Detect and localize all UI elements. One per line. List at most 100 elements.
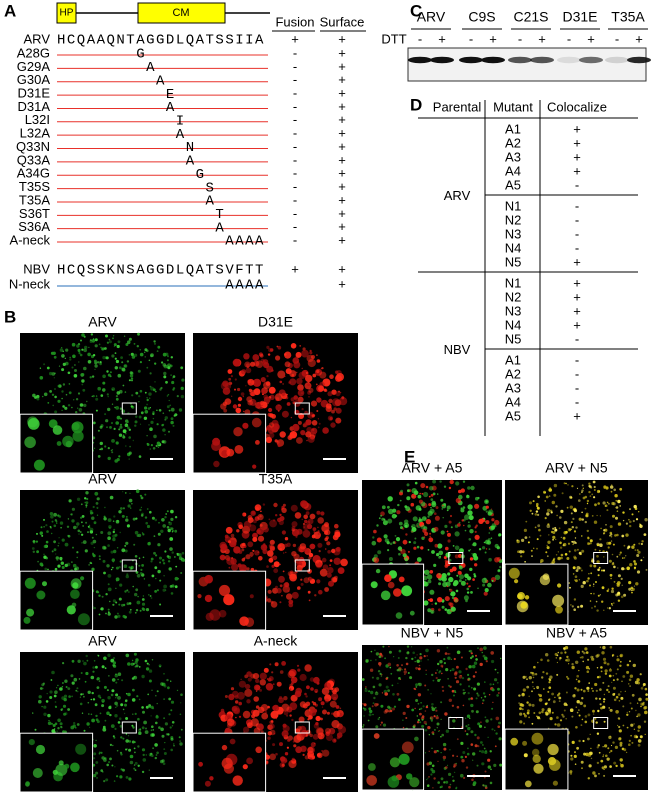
lane-label: ARV: [417, 9, 446, 25]
puncta: [594, 682, 598, 687]
puncta: [470, 485, 475, 491]
puncta: [149, 372, 152, 375]
puncta: [41, 705, 43, 708]
puncta: [111, 678, 116, 682]
puncta: [156, 423, 159, 426]
puncta: [89, 726, 91, 729]
puncta: [103, 571, 106, 575]
puncta: [477, 496, 480, 500]
puncta: [71, 561, 73, 563]
puncta: [287, 590, 290, 593]
puncta: [284, 361, 291, 368]
puncta: [637, 681, 641, 685]
puncta: [323, 388, 327, 392]
puncta: [224, 383, 232, 390]
puncta: [604, 505, 607, 507]
puncta: [324, 698, 329, 703]
row-name: A28G: [17, 45, 50, 60]
puncta: [125, 776, 129, 779]
puncta: [290, 343, 297, 349]
puncta: [62, 350, 64, 352]
puncta: [332, 689, 337, 695]
puncta: [93, 757, 96, 760]
puncta: [119, 425, 123, 429]
puncta: [556, 514, 558, 517]
puncta: [136, 574, 141, 578]
fusion: -: [293, 126, 297, 141]
puncta: [269, 663, 272, 666]
puncta: [425, 669, 427, 671]
puncta: [76, 344, 80, 348]
puncta: [310, 427, 318, 435]
puncta: [151, 707, 155, 710]
puncta: [131, 698, 136, 702]
puncta: [622, 724, 625, 727]
puncta: [398, 649, 402, 653]
puncta: [412, 651, 416, 655]
puncta: [481, 744, 484, 746]
puncta: [374, 703, 378, 707]
puncta: [276, 587, 282, 594]
puncta: [572, 573, 575, 575]
puncta: [441, 605, 445, 609]
puncta: [137, 369, 141, 373]
puncta: [90, 333, 94, 336]
puncta: [576, 746, 579, 750]
puncta: [97, 655, 100, 657]
puncta: [281, 594, 283, 597]
puncta: [256, 529, 261, 534]
puncta: [559, 719, 563, 722]
puncta: [324, 548, 327, 550]
puncta: [487, 758, 491, 762]
puncta: [522, 675, 526, 679]
puncta: [139, 508, 142, 512]
puncta: [593, 485, 596, 489]
puncta: [154, 566, 158, 570]
puncta: [484, 681, 486, 683]
puncta: [107, 587, 112, 592]
puncta: [635, 582, 639, 586]
micrograph: [361, 645, 503, 791]
puncta: [65, 361, 69, 366]
puncta: [449, 479, 454, 485]
puncta: [95, 714, 98, 718]
puncta: [381, 505, 386, 510]
puncta: [588, 482, 591, 485]
puncta: [64, 406, 68, 410]
puncta: [268, 518, 271, 521]
puncta: [87, 352, 91, 357]
puncta: [127, 692, 131, 697]
band: [557, 56, 581, 64]
mutant: A5: [505, 408, 521, 423]
puncta: [609, 573, 613, 577]
puncta: [488, 526, 491, 529]
puncta: [458, 670, 462, 674]
puncta: [591, 687, 593, 690]
puncta: [484, 499, 489, 505]
puncta: [93, 744, 97, 748]
inset-puncta: [532, 748, 540, 757]
puncta: [551, 500, 555, 505]
puncta: [619, 660, 622, 663]
puncta: [636, 702, 639, 704]
puncta: [384, 657, 386, 660]
mutant: A3: [505, 149, 521, 164]
condition: -: [418, 31, 422, 46]
puncta: [419, 656, 423, 660]
fusion: -: [293, 99, 297, 114]
mutant: N1: [505, 275, 522, 290]
puncta: [151, 725, 154, 728]
puncta: [474, 671, 477, 674]
image-label: T35A: [259, 471, 293, 487]
puncta: [131, 740, 135, 744]
puncta: [432, 733, 435, 736]
puncta: [427, 579, 432, 584]
puncta: [537, 495, 540, 499]
inset-puncta: [255, 746, 262, 754]
puncta: [487, 736, 489, 738]
puncta: [119, 560, 122, 563]
mutation: A: [156, 73, 166, 89]
puncta: [491, 523, 496, 528]
puncta: [580, 760, 584, 764]
puncta: [440, 530, 445, 535]
